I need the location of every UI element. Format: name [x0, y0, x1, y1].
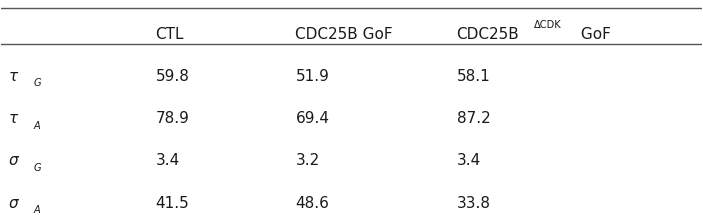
- Text: 3.4: 3.4: [155, 153, 180, 168]
- Text: G: G: [34, 163, 41, 173]
- Text: 3.4: 3.4: [456, 153, 481, 168]
- Text: CDC25B: CDC25B: [456, 27, 520, 42]
- Text: 78.9: 78.9: [155, 111, 189, 126]
- Text: 69.4: 69.4: [295, 111, 330, 126]
- Text: σ: σ: [8, 196, 18, 211]
- Text: 51.9: 51.9: [295, 69, 330, 84]
- Text: 48.6: 48.6: [295, 196, 330, 211]
- Text: 58.1: 58.1: [456, 69, 490, 84]
- Text: 41.5: 41.5: [155, 196, 189, 211]
- Text: G: G: [34, 78, 41, 89]
- Text: σ: σ: [8, 153, 18, 168]
- Text: 59.8: 59.8: [155, 69, 189, 84]
- Text: τ: τ: [8, 111, 18, 126]
- Text: CDC25B GoF: CDC25B GoF: [295, 27, 393, 42]
- Text: 3.2: 3.2: [295, 153, 320, 168]
- Text: A: A: [34, 205, 40, 215]
- Text: 87.2: 87.2: [456, 111, 490, 126]
- Text: τ: τ: [8, 69, 18, 84]
- Text: 33.8: 33.8: [456, 196, 491, 211]
- Text: A: A: [34, 121, 40, 131]
- Text: ΔCDK: ΔCDK: [534, 20, 561, 30]
- Text: GoF: GoF: [576, 27, 610, 42]
- Text: CTL: CTL: [155, 27, 184, 42]
